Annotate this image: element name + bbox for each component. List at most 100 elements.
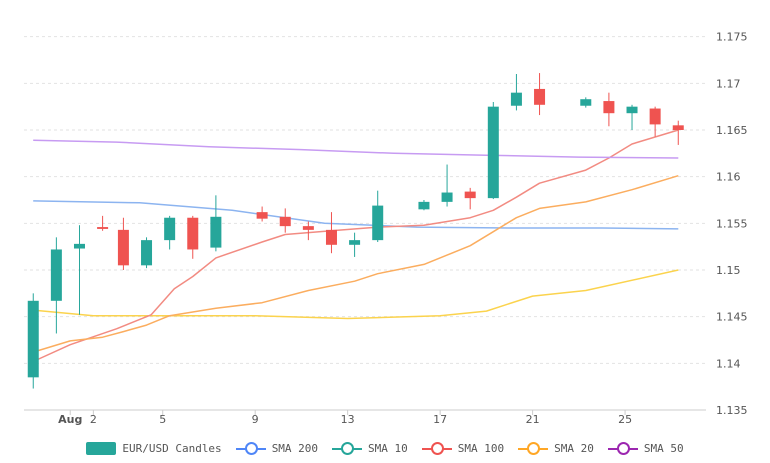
candle-body bbox=[372, 205, 384, 241]
candle-up bbox=[441, 164, 453, 207]
candle-body bbox=[441, 192, 453, 202]
candle-down bbox=[534, 73, 546, 116]
series-line-sma-20 bbox=[32, 174, 679, 353]
candle-down bbox=[187, 215, 199, 259]
y-tick-label: 1.175 bbox=[716, 31, 748, 44]
legend-label: SMA 200 bbox=[271, 441, 319, 455]
x-tick-label: 5 bbox=[159, 413, 166, 426]
y-tick-label: 1.14 bbox=[716, 357, 741, 370]
candle-up bbox=[27, 293, 39, 389]
legend-label: SMA 100 bbox=[457, 441, 505, 455]
y-tick-label: 1.145 bbox=[716, 311, 748, 324]
candlestick-chart: Aug 2 5 9 13 17 21 25 1.1751.171.1651.161.1551.… bbox=[24, 31, 748, 426]
x-tick-label: 17 bbox=[433, 413, 447, 426]
candle-up bbox=[141, 237, 153, 269]
y-tick-label: 1.165 bbox=[716, 124, 748, 137]
legend-marker-circle-icon bbox=[244, 441, 258, 455]
candle-body bbox=[603, 101, 615, 114]
candle-down bbox=[464, 187, 476, 210]
candle-body bbox=[210, 216, 222, 248]
candle-down bbox=[302, 221, 314, 241]
legend-label: SMA 20 bbox=[554, 441, 594, 455]
series-line-sma-50 bbox=[33, 139, 679, 159]
legend-marker-circle-icon bbox=[616, 441, 630, 455]
y-tick-label: 1.135 bbox=[716, 404, 748, 417]
candle-down bbox=[603, 92, 615, 127]
x-tick-label: 13 bbox=[341, 413, 355, 426]
candle-body bbox=[534, 88, 546, 105]
legend-marker-circle-icon bbox=[527, 441, 541, 455]
legend-item-sma-200[interactable]: SMA 200 bbox=[235, 441, 319, 455]
candle-body bbox=[73, 243, 85, 249]
series-line-sma-100 bbox=[32, 129, 679, 363]
series-line-sma-200 bbox=[33, 200, 679, 230]
candle-body bbox=[279, 216, 291, 227]
legend-label: SMA 50 bbox=[643, 441, 684, 455]
candle-up bbox=[580, 97, 592, 108]
candle-up bbox=[626, 104, 638, 130]
candle-up bbox=[164, 215, 176, 250]
candle-body bbox=[97, 227, 109, 229]
candle-up bbox=[73, 225, 85, 315]
candle-down bbox=[649, 106, 661, 137]
candle-down bbox=[256, 206, 268, 222]
candle-body bbox=[117, 229, 129, 266]
candle-up bbox=[372, 190, 384, 242]
x-tick-label: 21 bbox=[526, 413, 540, 426]
candle-up bbox=[210, 195, 222, 252]
candle-down bbox=[325, 212, 337, 254]
candle-down bbox=[97, 215, 109, 231]
candle-up bbox=[510, 74, 522, 111]
x-axis: Aug 2 5 9 13 17 21 25 bbox=[24, 409, 706, 426]
legend-swatch-line bbox=[332, 441, 363, 455]
candle-layer bbox=[27, 73, 684, 389]
legend-item-sma-100[interactable]: SMA 100 bbox=[421, 441, 505, 455]
candle-body bbox=[349, 240, 361, 245]
x-tick-label: 9 bbox=[252, 413, 259, 426]
candle-body bbox=[649, 108, 661, 125]
candle-body bbox=[27, 300, 39, 378]
series-line-sma-10 bbox=[33, 269, 679, 320]
candle-body bbox=[187, 217, 199, 250]
candle-body bbox=[580, 99, 592, 106]
legend-swatch-line bbox=[607, 441, 638, 455]
x-tick-label: 2 bbox=[90, 413, 97, 426]
candle-body bbox=[626, 106, 638, 114]
legend-label: SMA 10 bbox=[368, 441, 408, 455]
legend-swatch-line bbox=[235, 441, 266, 455]
legend-swatch-line bbox=[421, 441, 452, 455]
candle-body bbox=[464, 191, 476, 199]
y-tick-label: 1.17 bbox=[716, 77, 741, 90]
legend-item-eur-usd-candles[interactable]: EUR/USD Candles bbox=[86, 441, 222, 455]
candle-body bbox=[50, 249, 62, 301]
candle-body bbox=[672, 125, 684, 130]
legend-item-sma-50[interactable]: SMA 50 bbox=[607, 441, 684, 455]
y-tick-label: 1.16 bbox=[716, 171, 741, 184]
candle-down bbox=[672, 120, 684, 145]
candle-down bbox=[279, 208, 291, 233]
legend-item-sma-10[interactable]: SMA 10 bbox=[332, 441, 408, 455]
grid-layer bbox=[24, 36, 706, 411]
candle-body bbox=[164, 217, 176, 241]
legend-swatch-line bbox=[518, 441, 549, 455]
legend-marker-circle-icon bbox=[341, 441, 355, 455]
candle-up bbox=[349, 232, 361, 257]
candle-body bbox=[256, 212, 268, 219]
candle-body bbox=[418, 201, 430, 210]
legend-marker-circle-icon bbox=[430, 441, 444, 455]
candle-down bbox=[117, 217, 129, 270]
candle-body bbox=[487, 106, 499, 199]
candle-up bbox=[50, 237, 62, 334]
candle-body bbox=[302, 226, 314, 230]
candle-up bbox=[418, 200, 430, 211]
x-tick-label: 25 bbox=[618, 413, 632, 426]
legend-label: EUR/USD Candles bbox=[122, 441, 222, 455]
y-tick-label: 1.155 bbox=[716, 217, 748, 230]
y-tick-label: 1.15 bbox=[716, 264, 741, 277]
x-tick-label: Aug bbox=[58, 413, 82, 426]
candle-up bbox=[487, 102, 499, 200]
chart-legend: EUR/USD Candles SMA 200 SMA 10 SMA 100 SMA 2… bbox=[0, 436, 770, 460]
legend-item-sma-20[interactable]: SMA 20 bbox=[518, 441, 594, 455]
candle-body bbox=[325, 229, 337, 245]
candle-body bbox=[510, 92, 522, 106]
